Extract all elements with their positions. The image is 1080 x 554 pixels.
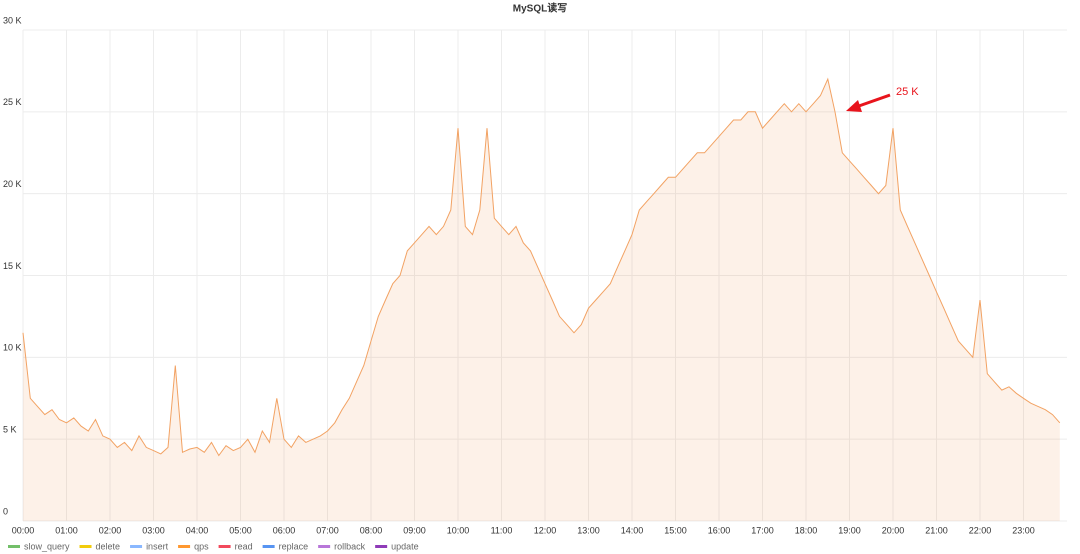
legend-label: delete bbox=[96, 541, 121, 551]
y-tick-label: 15 K bbox=[3, 261, 22, 271]
chart-title: MySQL读写 bbox=[513, 2, 567, 15]
x-tick-label: 05:00 bbox=[229, 525, 252, 535]
legend-label: update bbox=[391, 541, 419, 551]
y-tick-label: 0 bbox=[3, 506, 8, 516]
legend-swatch bbox=[262, 545, 275, 548]
legend-swatch bbox=[130, 545, 143, 548]
y-tick-label: 10 K bbox=[3, 343, 22, 353]
y-tick-label: 5 K bbox=[3, 425, 17, 435]
legend-label: rollback bbox=[334, 541, 366, 551]
line bbox=[22, 77, 1061, 457]
annotation-arrow bbox=[855, 93, 891, 109]
x-tick-label: 03:00 bbox=[142, 525, 165, 535]
x-tick-label: 23:00 bbox=[1012, 525, 1035, 535]
legend-swatch bbox=[79, 545, 92, 548]
x-tick-label: 16:00 bbox=[708, 525, 731, 535]
annotation-arrowhead bbox=[846, 100, 862, 112]
x-tick-label: 14:00 bbox=[621, 525, 644, 535]
x-tick-label: 00:00 bbox=[12, 525, 35, 535]
x-tick-label: 17:00 bbox=[751, 525, 774, 535]
x-tick-label: 01:00 bbox=[55, 525, 78, 535]
x-tick-label: 04:00 bbox=[186, 525, 209, 535]
x-tick-label: 22:00 bbox=[969, 525, 992, 535]
x-tick-label: 06:00 bbox=[273, 525, 296, 535]
x-tick-label: 19:00 bbox=[838, 525, 861, 535]
x-tick-label: 12:00 bbox=[534, 525, 557, 535]
x-tick-label: 08:00 bbox=[360, 525, 383, 535]
legend-label: qps bbox=[194, 541, 209, 551]
x-tick-label: 21:00 bbox=[925, 525, 948, 535]
legend-swatch bbox=[218, 545, 231, 548]
y-tick-label: 30 K bbox=[3, 15, 22, 25]
legend-label: read bbox=[235, 541, 253, 551]
x-tick-label: 10:00 bbox=[447, 525, 470, 535]
legend-label: replace bbox=[279, 541, 309, 551]
y-tick-label: 20 K bbox=[3, 179, 22, 189]
x-tick-label: 02:00 bbox=[99, 525, 122, 535]
legend-label: insert bbox=[146, 541, 169, 551]
annotation-text: 25 K bbox=[896, 86, 919, 98]
y-tick-label: 25 K bbox=[3, 97, 22, 107]
legend-swatch bbox=[375, 545, 388, 548]
x-tick-label: 11:00 bbox=[491, 525, 513, 535]
x-tick-label: 13:00 bbox=[577, 525, 600, 535]
x-tick-label: 20:00 bbox=[882, 525, 905, 535]
legend-swatch bbox=[8, 545, 20, 548]
x-tick-label: 15:00 bbox=[664, 525, 687, 535]
legend-swatch bbox=[178, 545, 191, 548]
x-tick-label: 18:00 bbox=[795, 525, 818, 535]
area bbox=[23, 79, 1060, 521]
x-tick-label: 07:00 bbox=[316, 525, 339, 535]
legend-swatch bbox=[318, 545, 331, 548]
legend-label: slow_query bbox=[24, 541, 70, 551]
x-tick-label: 09:00 bbox=[403, 525, 426, 535]
